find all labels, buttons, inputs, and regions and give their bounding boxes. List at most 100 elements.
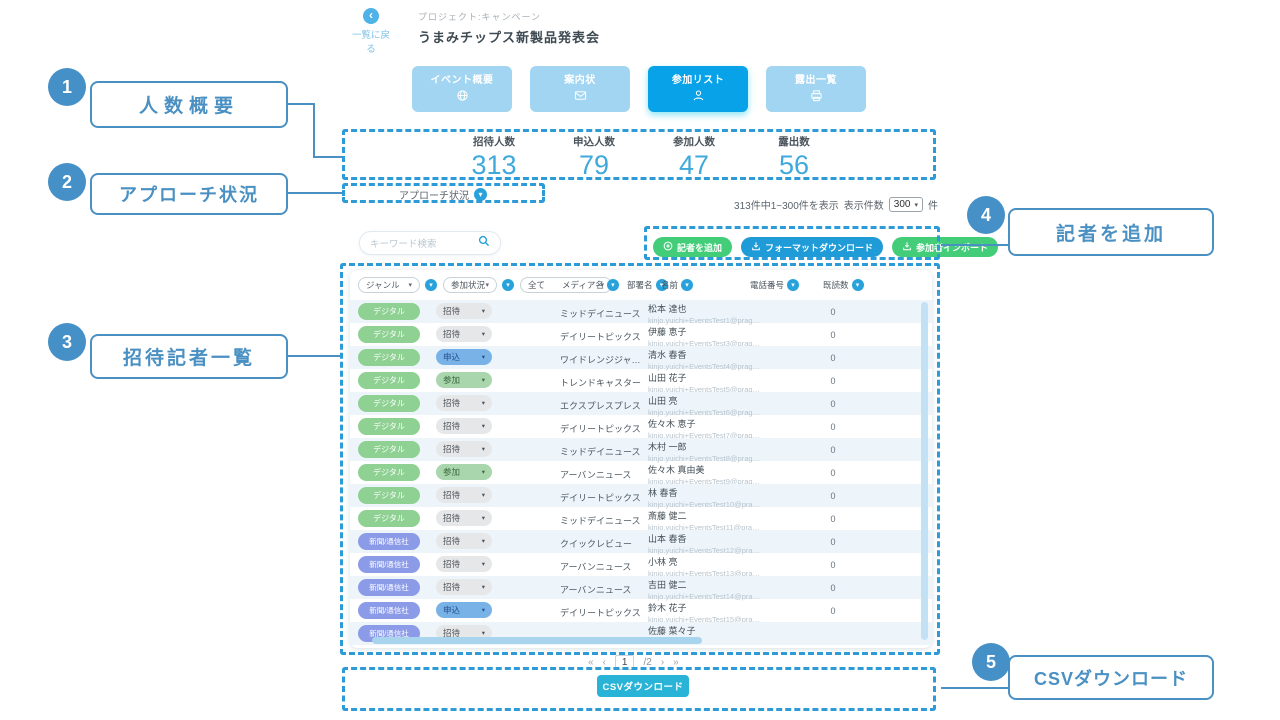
prev-page-button[interactable]: ‹ [602, 657, 606, 668]
genre-badge: 新聞/通信社 [358, 602, 420, 619]
table-row: デジタル 申込 ▾ ワイドレンジジャ… 清水 春香 kinjo.yuichi+Eve… [350, 346, 932, 371]
table-row: デジタル 参加 ▾ トレンドキャスター 山田 花子 kinjo.yuichi+Eve… [350, 369, 932, 394]
genre-filter-select[interactable]: ジャンル ▾ [358, 277, 420, 293]
printer-icon [810, 89, 823, 107]
status-select[interactable]: 招待 ▾ [436, 510, 492, 526]
csv-download-button[interactable]: CSVダウンロード [597, 675, 689, 697]
status-select[interactable]: 招待 ▾ [436, 326, 492, 342]
reads-sort-icon[interactable]: ▾ [851, 279, 864, 291]
current-page-box[interactable]: 1 [614, 655, 635, 670]
genre-badge: デジタル [358, 418, 420, 435]
media-sort-icon[interactable]: ▾ [606, 279, 619, 291]
phone-sort-icon[interactable]: ▾ [787, 279, 800, 291]
attendee-icon [692, 89, 705, 107]
add-reporter-button[interactable]: 記者を追加 [653, 237, 733, 257]
project-label: プロジェクト:キャンペーン [418, 12, 542, 22]
callout-5-connector [941, 687, 1008, 689]
media-name-cell: ミッドデイニュース [560, 309, 641, 319]
next-page-button[interactable]: › [660, 657, 665, 668]
callout-number-3: 3 [48, 323, 86, 361]
status-select[interactable]: 招待 ▾ [436, 533, 492, 549]
keyword-search-input[interactable]: キーワード検索 [359, 231, 501, 255]
first-page-button[interactable]: « [588, 657, 594, 668]
page-size-label: 表示件数 [843, 201, 884, 212]
tab-participant-list[interactable]: 参加リスト [648, 66, 748, 112]
genre-sort-icon[interactable]: ▾ [425, 279, 437, 291]
status-select[interactable]: 招待 ▾ [436, 418, 492, 434]
table-body: デジタル 招待 ▾ ミッドデイニュース 松本 達也 kinjo.yuichi+Eve… [350, 300, 932, 645]
page-title: うまみチップス新製品発表会 [418, 30, 601, 45]
status-select[interactable]: 招待 ▾ [436, 441, 492, 457]
reads-cell: 0 [830, 376, 836, 386]
media-name-cell: デイリートピックス [560, 332, 641, 342]
chevron-down-icon: ▾ [481, 492, 485, 499]
table-row: デジタル 招待 ▾ デイリートピックス 佐々木 恵子 kinjo.yuichi+Ev… [350, 415, 932, 440]
reads-cell: 0 [830, 399, 836, 409]
table-row: デジタル 招待 ▾ デイリートピックス 林 春香 kinjo.yuichi+Even… [350, 484, 932, 509]
chevron-down-icon: ▾ [481, 538, 485, 545]
status-select[interactable]: 招待 ▾ [436, 395, 492, 411]
chevron-down-icon: ▾ [481, 400, 485, 407]
back-chevron-icon: ‹ [363, 8, 379, 24]
genre-badge: 新聞/通信社 [358, 579, 420, 596]
chevron-down-icon: ▾ [481, 308, 485, 315]
status-select[interactable]: 申込 ▾ [436, 602, 492, 618]
status-select[interactable]: 招待 ▾ [436, 579, 492, 595]
reads-cell: 0 [830, 606, 836, 616]
count-text: 313件中1~300件を表示 [734, 201, 839, 212]
approach-status-toggle[interactable]: アプローチ状況 ▾ [342, 186, 544, 202]
callout-number-2: 2 [48, 163, 86, 201]
status-filter-select[interactable]: 参加状況 ▾ [443, 277, 497, 293]
participant-import-button[interactable]: 参加者インポート [892, 237, 999, 257]
callout-2-connector [288, 192, 342, 194]
name-cell: 清水 春香 kinjo.yuichi+EventsTest4@prag… [648, 350, 761, 371]
chevron-down-icon: ▾ [481, 377, 485, 384]
horizontal-scrollbar[interactable] [372, 637, 702, 644]
name-cell: 佐々木 真由美 kinjo.yuichi+EventsTest9@prag… [648, 465, 761, 486]
genre-badge: デジタル [358, 441, 420, 458]
genre-badge: デジタル [358, 349, 420, 366]
tab-event-overview[interactable]: イベント概要 [412, 66, 512, 112]
format-download-button[interactable]: フォーマットダウンロード [741, 237, 884, 257]
envelope-icon [574, 89, 587, 107]
media-name-cell: エクスプレスプレス [560, 401, 641, 411]
status-select[interactable]: 参加 ▾ [436, 372, 492, 388]
status-select[interactable]: 招待 ▾ [436, 303, 492, 319]
stat-exposure: 露出数 56 [778, 136, 810, 180]
back-button[interactable]: ‹ 一覧に戻る [348, 8, 394, 55]
column-header-reads: 既読数 ▾ [823, 279, 864, 291]
media-name-cell: ミッドデイニュース [560, 447, 641, 457]
tab-exposure-list[interactable]: 露出一覧 [766, 66, 866, 112]
status-sort-icon[interactable]: ▾ [502, 279, 514, 291]
tab-bar: イベント概要 案内状 参加リスト 露出一覧 [412, 66, 866, 112]
page-size-select[interactable]: 300 ▾ [888, 197, 923, 212]
pagination: « ‹ 1 /2 › » [588, 655, 679, 670]
genre-badge: デジタル [358, 464, 420, 481]
name-cell: 山田 亮 kinjo.yuichi+EventsTest6@prag… [648, 396, 761, 417]
name-sort-icon[interactable]: ▾ [681, 279, 694, 291]
chevron-down-icon: ▾ [481, 584, 485, 591]
chevron-down-icon: ▾ [481, 607, 485, 614]
status-select[interactable]: 招待 ▾ [436, 556, 492, 572]
last-page-button[interactable]: » [673, 657, 679, 668]
media-name-cell: デイリートピックス [560, 493, 641, 503]
chevron-down-icon: ▾ [914, 201, 918, 209]
search-icon[interactable] [478, 234, 490, 252]
callout-4-connector [941, 244, 1008, 246]
column-header-name: 名前 ▾ [661, 279, 694, 291]
media-name-cell: アーバンニュース [560, 470, 632, 480]
tab-invitation[interactable]: 案内状 [530, 66, 630, 112]
genre-badge: デジタル [358, 510, 420, 527]
status-select[interactable]: 招待 ▾ [436, 487, 492, 503]
name-cell: 吉田 健二 kinjo.yuichi+EventsTest14@pra… [648, 580, 761, 601]
table-row: デジタル 招待 ▾ ミッドデイニュース 木村 一郎 kinjo.yuichi+Eve… [350, 438, 932, 463]
media-name-cell: デイリートピックス [560, 424, 641, 434]
genre-badge: デジタル [358, 395, 420, 412]
genre-badge: 新聞/通信社 [358, 533, 420, 550]
status-select[interactable]: 申込 ▾ [436, 349, 492, 365]
callout-label-4: 記者を追加 [1008, 208, 1214, 256]
name-cell: 松本 達也 kinjo.yuichi+EventsTest1@prag… [648, 304, 761, 325]
status-select[interactable]: 参加 ▾ [436, 464, 492, 480]
dept-sort-icon[interactable]: ▾ [655, 279, 668, 291]
vertical-scrollbar[interactable] [921, 302, 928, 640]
